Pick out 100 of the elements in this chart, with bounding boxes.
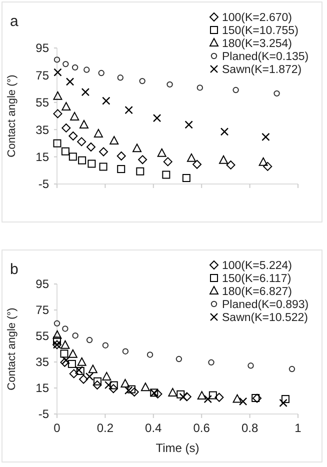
point	[124, 106, 133, 114]
point	[262, 132, 270, 142]
point	[54, 320, 60, 326]
point	[116, 151, 126, 160]
point	[196, 84, 204, 91]
point	[53, 109, 62, 118]
point	[53, 91, 62, 100]
point	[66, 78, 74, 86]
y-tick-label: 55	[36, 96, 50, 110]
point	[132, 144, 142, 152]
point	[274, 90, 280, 97]
legend-label: 150(K=10.755)	[222, 25, 299, 38]
legend-label: Sawn(K=10.522)	[222, 312, 308, 324]
point	[72, 64, 78, 71]
legend-label: 100(K=5.224)	[222, 260, 292, 272]
y-tick-label: 95	[36, 41, 50, 56]
legend-label: Planed(K=0.893)	[222, 299, 309, 312]
y-tick-label: -5	[38, 177, 50, 192]
point	[136, 167, 144, 176]
point	[62, 326, 68, 332]
point	[86, 142, 96, 152]
point	[110, 381, 118, 390]
point	[69, 369, 78, 378]
point	[68, 131, 78, 140]
x-axis-title: Time (s)	[156, 441, 200, 455]
y-tick-label: 15	[36, 381, 50, 396]
point	[62, 123, 71, 132]
point	[122, 348, 129, 354]
legend-label: Planed(K=0.135)	[222, 51, 309, 64]
point	[120, 378, 130, 388]
point	[78, 156, 86, 164]
point	[54, 56, 60, 63]
y-tick-label: 15	[36, 150, 50, 164]
point	[79, 120, 88, 128]
x-tick-label: 0.2	[96, 421, 114, 435]
point	[153, 389, 162, 398]
point	[176, 390, 185, 398]
point	[166, 81, 173, 88]
point	[258, 157, 268, 166]
point	[152, 114, 162, 122]
legend-label: 100(K=2.670)	[222, 12, 292, 24]
point	[138, 155, 148, 164]
point	[117, 165, 126, 174]
point	[102, 342, 109, 348]
point	[68, 152, 77, 161]
point	[263, 162, 272, 171]
point	[182, 392, 192, 402]
point	[79, 374, 88, 384]
point	[84, 66, 90, 73]
legend-label: 180(K=3.254)	[222, 38, 292, 50]
point	[248, 362, 254, 369]
point	[77, 137, 86, 146]
point	[70, 112, 80, 120]
point	[72, 332, 78, 339]
point	[168, 388, 178, 396]
chart-title: a	[10, 13, 19, 30]
y-tick-label: 95	[36, 277, 50, 292]
point	[232, 86, 239, 94]
point	[192, 160, 202, 169]
x-tick-label: 0	[54, 421, 61, 435]
point	[62, 102, 71, 111]
point	[53, 139, 62, 148]
point	[68, 360, 76, 368]
point	[53, 336, 61, 345]
y-axis-title: Contact angle (°)	[6, 308, 18, 390]
legend-label: 150(K=6.117)	[222, 273, 292, 286]
point	[62, 356, 70, 364]
point	[281, 395, 290, 404]
point	[77, 357, 86, 366]
point	[146, 352, 154, 358]
point	[163, 157, 172, 166]
point	[93, 377, 102, 386]
point	[68, 349, 78, 358]
point	[238, 397, 248, 406]
point	[86, 336, 93, 344]
point	[130, 388, 139, 397]
point	[176, 356, 182, 362]
point	[226, 160, 236, 170]
x-tick-label: 1	[294, 421, 302, 435]
point	[60, 358, 70, 367]
point	[124, 386, 133, 395]
point	[127, 385, 136, 394]
legend-label: 180(K=6.827)	[222, 286, 292, 298]
point	[61, 147, 70, 156]
legend-label: Sawn(K=1.872)	[222, 64, 302, 76]
point	[162, 170, 170, 179]
point	[85, 372, 94, 381]
point	[214, 392, 224, 402]
point	[208, 359, 214, 366]
y-tick-label: 35	[36, 122, 50, 137]
point	[60, 340, 70, 349]
point	[81, 88, 90, 96]
point	[102, 372, 112, 380]
point	[54, 68, 62, 76]
x-tick-label: 0.6	[193, 421, 210, 435]
point	[232, 394, 242, 403]
point	[204, 394, 212, 404]
point	[139, 78, 146, 84]
point	[104, 380, 113, 390]
y-tick-label: 55	[36, 329, 50, 344]
